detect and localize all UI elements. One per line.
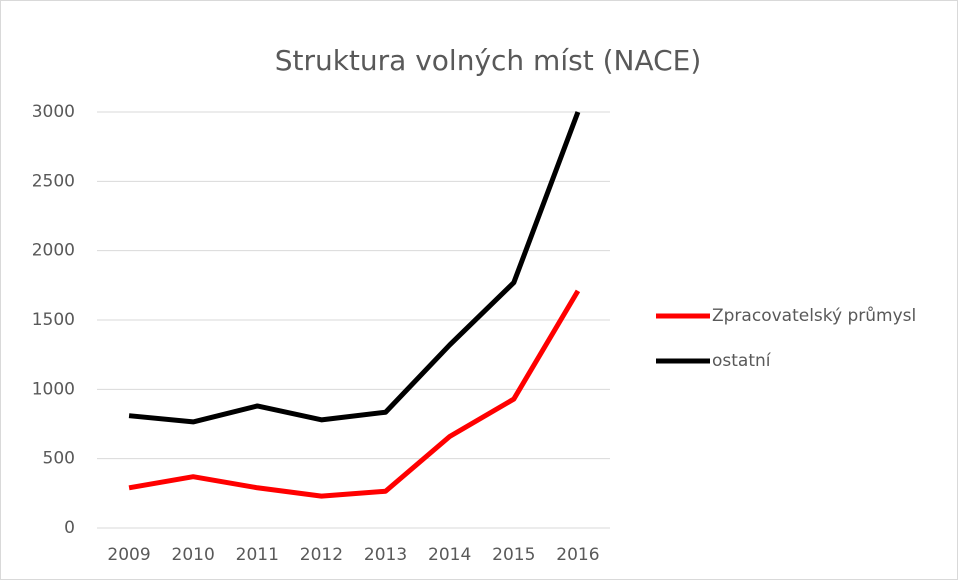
x-tick-label: 2013 (364, 545, 407, 565)
y-tick-label: 3000 (32, 102, 75, 122)
legend-label: Zpracovatelský průmysl (712, 306, 916, 326)
x-tick-label: 2012 (300, 545, 343, 565)
legend-label: ostatní (712, 351, 772, 371)
x-tick-label: 2009 (107, 545, 150, 565)
x-tick-label: 2015 (492, 545, 535, 565)
y-tick-label: 500 (43, 449, 75, 469)
series-line (128, 289, 581, 499)
x-tick-label: 2014 (428, 545, 471, 565)
y-tick-label: 0 (64, 518, 75, 538)
x-tick-label: 2010 (172, 545, 215, 565)
y-tick-label: 1500 (32, 310, 75, 330)
y-tick-label: 2000 (32, 241, 75, 261)
y-tick-label: 1000 (32, 379, 75, 399)
x-tick-label: 2011 (236, 545, 279, 565)
x-tick-label: 2016 (556, 545, 599, 565)
series-line (128, 111, 581, 425)
y-tick-label: 2500 (32, 171, 75, 191)
chart-title: Struktura volných míst (NACE) (275, 44, 702, 77)
